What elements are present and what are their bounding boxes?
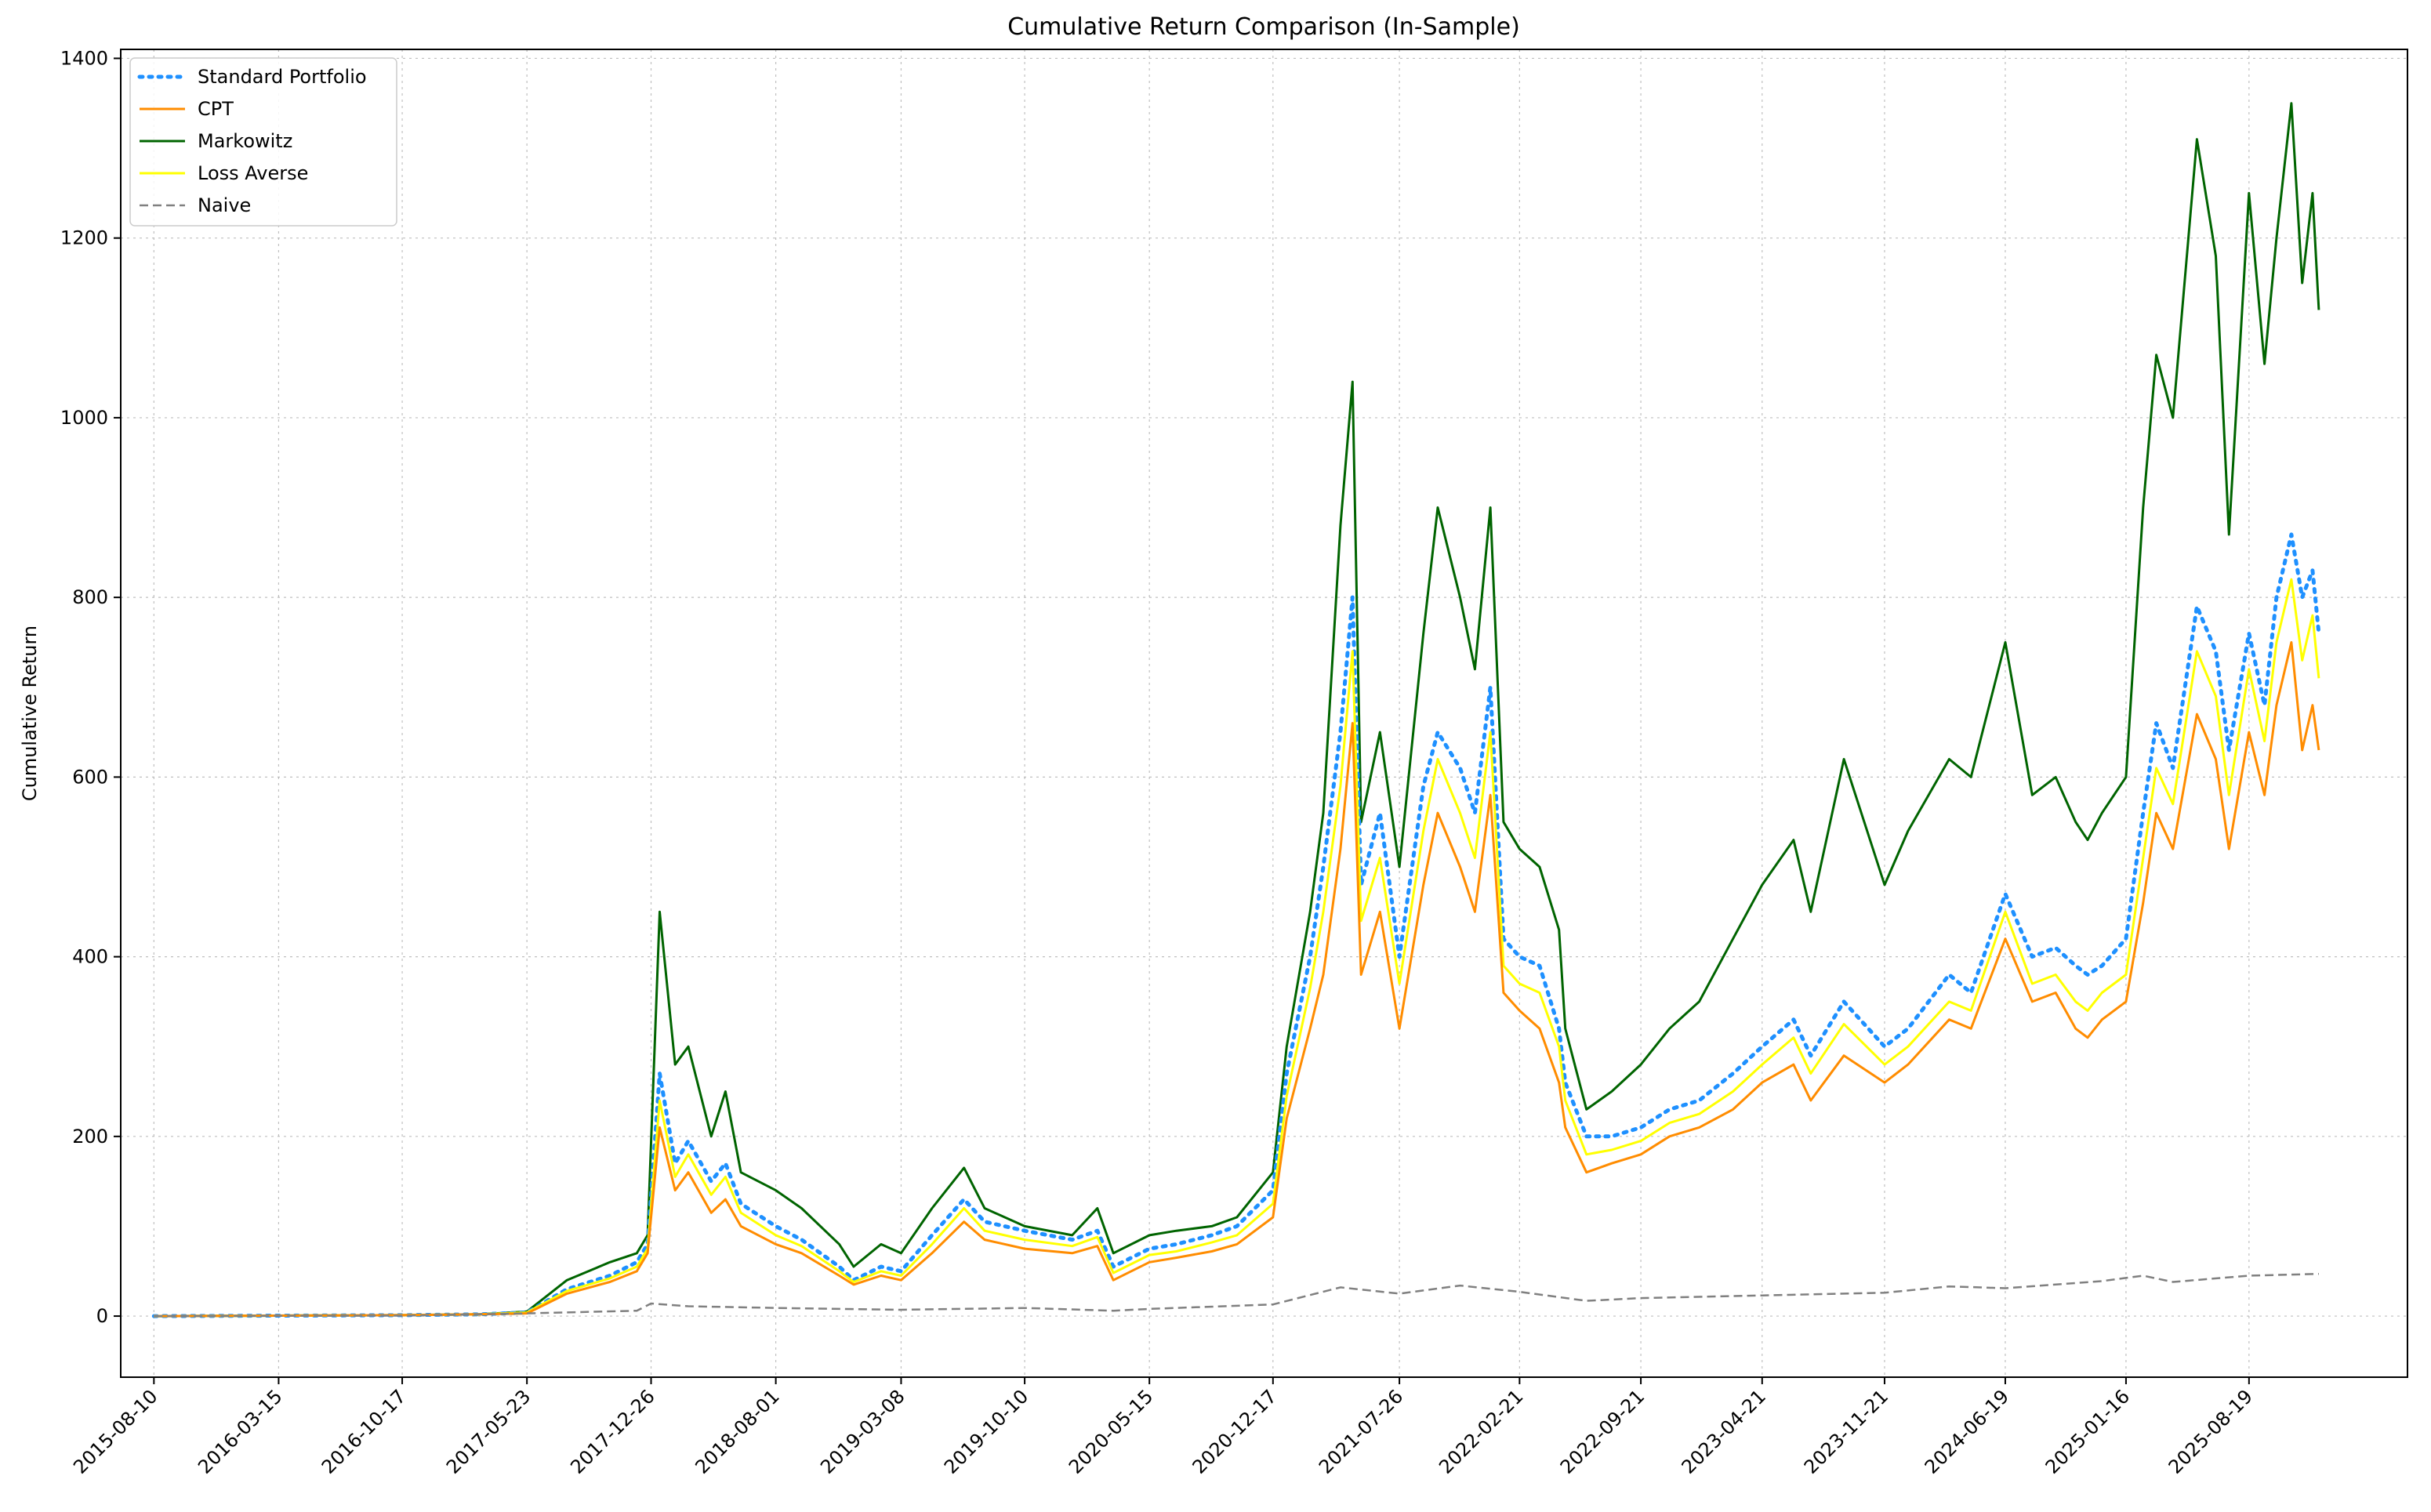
y-tick-label: 0 bbox=[96, 1305, 108, 1327]
grid-layer bbox=[121, 49, 2407, 1377]
y-tick-label: 1200 bbox=[60, 227, 108, 249]
legend-box bbox=[129, 57, 397, 227]
y-tick-label: 200 bbox=[72, 1126, 108, 1148]
legend-label: Loss Averse bbox=[198, 162, 308, 184]
series-line-markowitz bbox=[154, 102, 2320, 1318]
series-line-standard-portfolio bbox=[151, 532, 2321, 1318]
series-line-loss-averse bbox=[154, 578, 2320, 1318]
legend-label: Markowitz bbox=[198, 130, 292, 152]
series-line-cpt bbox=[154, 641, 2320, 1318]
y-tick-label: 600 bbox=[72, 766, 108, 788]
y-axis: 0 200 400 600 800 1000 1200 1400 bbox=[60, 47, 121, 1327]
y-tick-label: 1400 bbox=[60, 47, 108, 69]
chart-title: Cumulative Return Comparison (In-Sample) bbox=[1007, 13, 1520, 41]
y-tick-label: 1000 bbox=[60, 407, 108, 429]
legend: Standard Portfolio CPT Markowitz Loss Avers… bbox=[129, 57, 397, 227]
series-line-naive bbox=[154, 1272, 2319, 1318]
legend-label: CPT bbox=[198, 98, 234, 120]
y-tick-label: 400 bbox=[72, 946, 108, 968]
y-tick-label: 800 bbox=[72, 586, 108, 608]
series-layer bbox=[151, 102, 2321, 1318]
legend-label: Naive bbox=[198, 194, 251, 216]
plot-frame bbox=[120, 49, 2408, 1378]
y-axis-label: Cumulative Return bbox=[19, 625, 41, 801]
legend-label: Standard Portfolio bbox=[198, 66, 367, 88]
